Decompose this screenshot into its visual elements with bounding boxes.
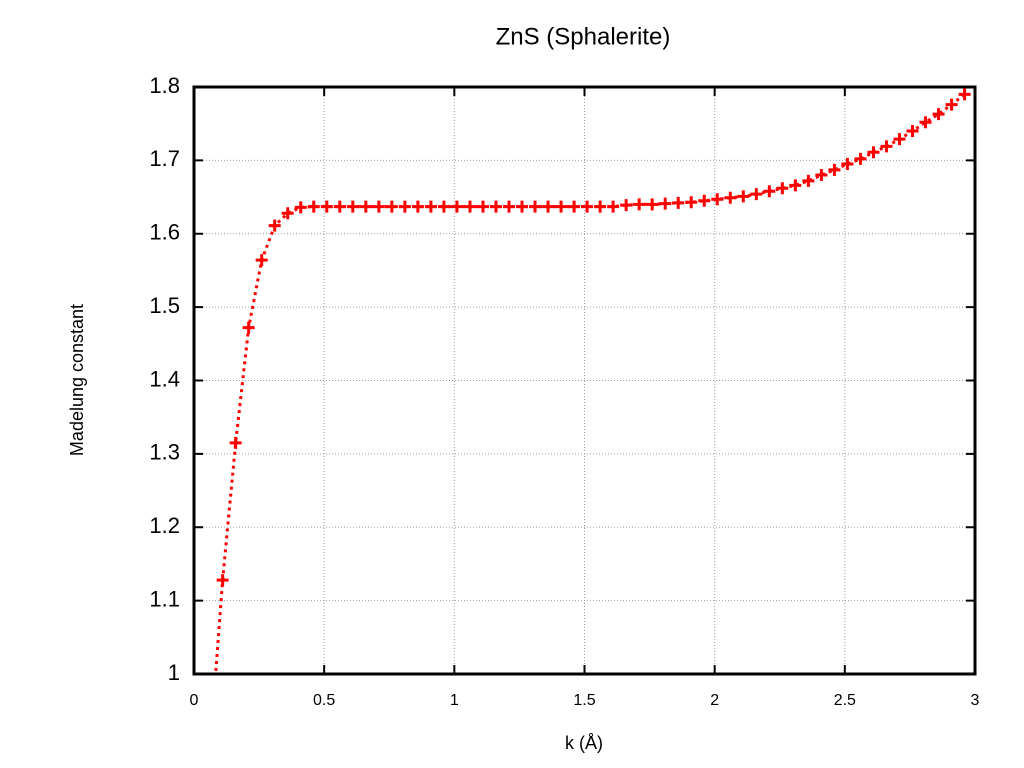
data-point (750, 188, 763, 201)
x-tick-label: 2.5 (834, 692, 856, 709)
data-point (594, 200, 607, 213)
data-point (255, 254, 268, 267)
x-tick-label: 2 (710, 692, 719, 709)
y-tick-label: 1.6 (149, 220, 180, 245)
data-point (581, 200, 594, 213)
data-point (906, 125, 919, 138)
y-tick-label: 1 (168, 660, 180, 685)
data-point (516, 200, 529, 213)
x-axis-label: k (Å) (565, 733, 603, 753)
data-point (841, 158, 854, 171)
y-axis-label: Madelung constant (67, 304, 87, 456)
data-point (346, 200, 359, 213)
data-point (607, 200, 620, 213)
data-point (919, 116, 932, 129)
data-point (893, 133, 906, 146)
data-point (633, 198, 646, 211)
plot-area (204, 88, 971, 761)
chart-title: ZnS (Sphalerite) (496, 23, 671, 50)
data-point (620, 199, 633, 212)
data-point (437, 200, 450, 213)
data-point (281, 207, 294, 220)
data-point (385, 200, 398, 213)
y-tick-label: 1.7 (149, 146, 180, 171)
y-tick-label: 1.2 (149, 513, 180, 538)
data-point (450, 200, 463, 213)
data-point (880, 140, 893, 153)
data-point (646, 198, 659, 211)
data-point (568, 200, 581, 213)
data-point (268, 219, 281, 232)
plot-frame (192, 85, 977, 676)
data-line (214, 93, 966, 674)
data-point (945, 98, 958, 111)
data-point (307, 200, 320, 213)
data-point (529, 200, 542, 213)
y-tick-label: 1.3 (149, 440, 180, 465)
data-point (659, 197, 672, 210)
data-point (789, 179, 802, 192)
x-tick-label: 0 (190, 692, 199, 709)
data-point (229, 436, 242, 449)
data-point (489, 200, 502, 213)
y-tick-label: 1.1 (149, 586, 180, 611)
data-point (867, 146, 880, 159)
data-point (542, 200, 555, 213)
data-point (737, 190, 750, 203)
data-point (776, 182, 789, 195)
x-tick-label: 0.5 (313, 692, 335, 709)
y-tick-label: 1.8 (149, 73, 180, 98)
data-point (204, 749, 216, 761)
data-point (932, 108, 945, 121)
x-tick-label: 1 (450, 692, 459, 709)
data-point (711, 193, 724, 206)
data-point (320, 200, 333, 213)
x-tick-label: 1.5 (573, 692, 595, 709)
data-point (698, 194, 711, 207)
data-point (463, 200, 476, 213)
data-point (555, 200, 568, 213)
data-point (333, 200, 346, 213)
data-point (672, 196, 685, 209)
data-point (724, 191, 737, 204)
y-tick-label: 1.4 (149, 366, 180, 391)
data-point (359, 200, 372, 213)
data-point (216, 574, 229, 587)
x-tick-label: 3 (971, 692, 980, 709)
data-point (398, 200, 411, 213)
data-point (685, 196, 698, 209)
data-point (802, 174, 815, 187)
data-point (503, 200, 516, 213)
data-point (294, 201, 307, 214)
data-point (828, 163, 841, 176)
data-point (815, 169, 828, 182)
data-point (958, 88, 971, 101)
data-point (763, 185, 776, 198)
data-point (411, 200, 424, 213)
data-point (372, 200, 385, 213)
data-point (242, 321, 255, 334)
y-tick-label: 1.5 (149, 293, 180, 318)
data-point (854, 152, 867, 165)
data-point (424, 200, 437, 213)
data-point (476, 200, 489, 213)
